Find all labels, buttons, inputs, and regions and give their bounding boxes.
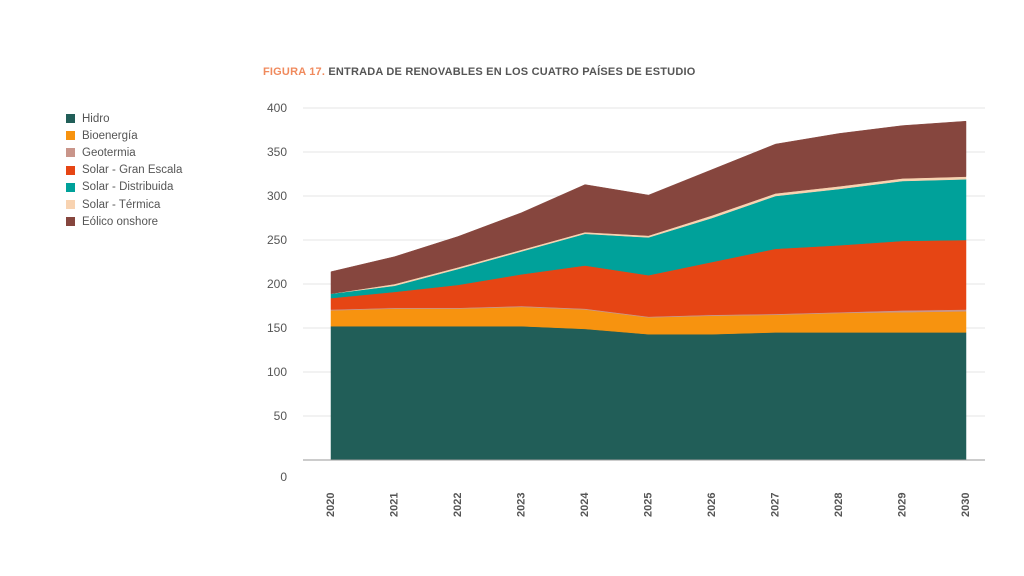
y-tick-label: 350 bbox=[267, 145, 287, 159]
x-tick-label: 2027 bbox=[769, 493, 781, 517]
x-tick-label: 2028 bbox=[833, 493, 845, 517]
legend-swatch bbox=[66, 131, 75, 141]
chart-legend: Hidro Bioenergía Geotermia Solar - Gran Esc… bbox=[66, 110, 182, 230]
legend-swatch bbox=[66, 148, 75, 158]
legend-item: Solar - Gran Escala bbox=[66, 162, 182, 179]
legend-swatch bbox=[66, 165, 75, 175]
x-tick-label: 2021 bbox=[388, 493, 400, 517]
x-tick-label: 2023 bbox=[515, 493, 527, 517]
figure-number: FIGURA 17. bbox=[263, 66, 326, 78]
x-tick-label: 2025 bbox=[642, 493, 654, 517]
legend-swatch bbox=[66, 200, 75, 210]
x-tick-label: 2020 bbox=[325, 493, 337, 517]
y-tick-label: 400 bbox=[267, 101, 287, 115]
legend-label: Solar - Gran Escala bbox=[82, 164, 183, 177]
y-tick-label: 300 bbox=[267, 189, 287, 203]
x-tick-label: 2026 bbox=[706, 493, 718, 517]
area-hidro bbox=[330, 325, 967, 461]
legend-label: Solar - Térmica bbox=[82, 198, 161, 211]
y-tick-label: 250 bbox=[267, 233, 287, 247]
legend-swatch bbox=[66, 182, 75, 192]
y-tick-label: 100 bbox=[267, 365, 287, 379]
legend-item: Solar - Térmica bbox=[66, 196, 182, 213]
legend-item: Solar - Distribuida bbox=[66, 179, 182, 196]
y-tick-label: 50 bbox=[274, 409, 288, 423]
legend-swatch bbox=[66, 217, 75, 227]
legend-item: Eólico onshore bbox=[66, 213, 182, 230]
y-tick-label: 150 bbox=[267, 321, 287, 335]
legend-label: Geotermia bbox=[82, 146, 136, 159]
legend-label: Eólico onshore bbox=[82, 215, 159, 228]
legend-label: Solar - Distribuida bbox=[82, 181, 174, 194]
x-tick-label: 2029 bbox=[896, 493, 908, 517]
x-tick-label: 2030 bbox=[960, 493, 972, 517]
x-tick-label: 2022 bbox=[452, 493, 464, 517]
figure-title-text: ENTRADA DE RENOVABLES EN LOS CUATRO PAÍS… bbox=[325, 66, 696, 78]
legend-swatch bbox=[66, 114, 75, 124]
x-tick-label: 2024 bbox=[579, 492, 591, 517]
y-tick-label: 0 bbox=[280, 470, 287, 484]
legend-item: Geotermia bbox=[66, 144, 182, 161]
area-eolico-onshore bbox=[330, 120, 967, 294]
legend-item: Hidro bbox=[66, 110, 182, 127]
figure-title: FIGURA 17. ENTRADA DE RENOVABLES EN LOS … bbox=[263, 66, 695, 78]
y-tick-label: 200 bbox=[267, 277, 287, 291]
legend-label: Hidro bbox=[82, 112, 110, 125]
legend-label: Bioenergía bbox=[82, 129, 138, 142]
legend-item: Bioenergía bbox=[66, 127, 182, 144]
